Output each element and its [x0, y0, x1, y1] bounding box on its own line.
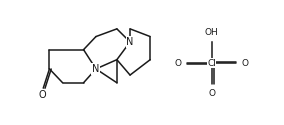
Text: O: O: [175, 59, 182, 68]
Text: O: O: [241, 59, 248, 68]
Text: OH: OH: [205, 28, 218, 37]
Text: N: N: [126, 37, 134, 47]
Text: O: O: [208, 89, 215, 98]
Text: O: O: [39, 90, 46, 100]
Text: N: N: [92, 64, 100, 74]
Text: Cl: Cl: [207, 59, 216, 68]
